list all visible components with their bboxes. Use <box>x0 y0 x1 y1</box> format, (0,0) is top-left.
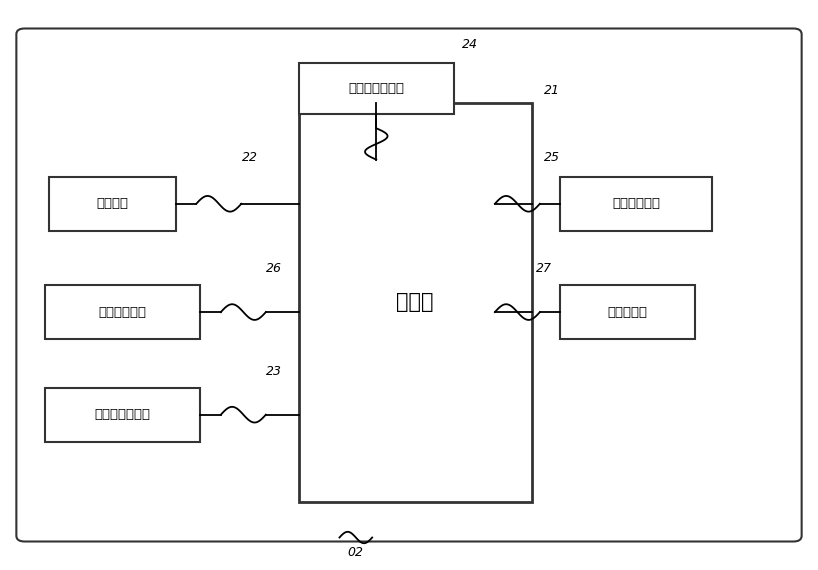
Text: 温度传感模块: 温度传感模块 <box>99 306 146 319</box>
Text: 25: 25 <box>544 151 560 164</box>
Text: 第一推拉杆模块: 第一推拉杆模块 <box>95 408 151 421</box>
Text: 02: 02 <box>348 546 364 559</box>
Bar <box>560 177 712 231</box>
Bar <box>299 103 532 502</box>
Text: 红外对射开关: 红外对射开关 <box>612 197 660 210</box>
Text: 加热模块: 加热模块 <box>97 197 128 210</box>
Text: 21: 21 <box>544 84 560 97</box>
Bar <box>299 63 454 114</box>
Bar <box>49 177 176 231</box>
Text: 定位架: 定位架 <box>397 292 434 312</box>
Text: 24: 24 <box>462 38 479 51</box>
Bar <box>45 285 200 339</box>
FancyBboxPatch shape <box>16 28 802 542</box>
Text: 26: 26 <box>266 262 282 275</box>
Text: 23: 23 <box>266 365 282 377</box>
Bar <box>560 285 695 339</box>
Text: 电磁锴模块: 电磁锴模块 <box>608 306 648 319</box>
Text: 27: 27 <box>536 262 552 275</box>
Text: 22: 22 <box>241 151 258 164</box>
Text: 第二推拉杆模块: 第二推拉杆模块 <box>348 82 404 95</box>
Bar <box>45 388 200 442</box>
